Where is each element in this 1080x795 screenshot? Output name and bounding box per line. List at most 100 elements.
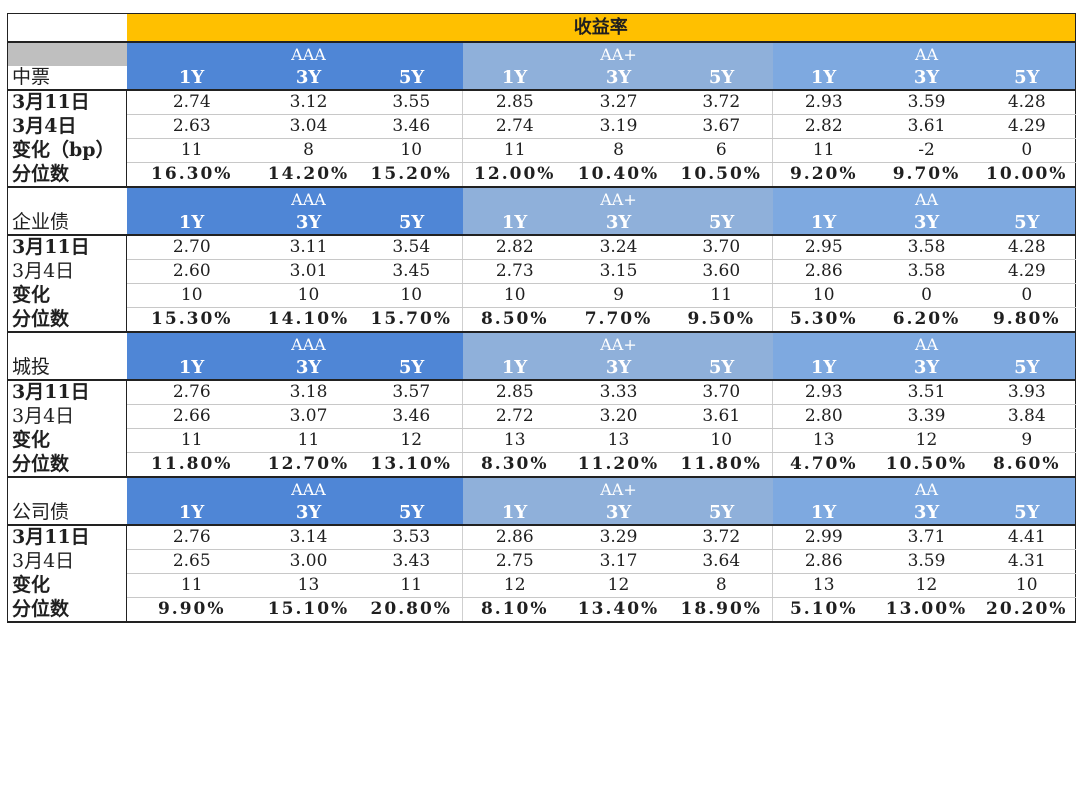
table-cell: 2.85 xyxy=(462,89,567,115)
rating-header-cell xyxy=(978,331,1076,356)
table-cell: 8.60% xyxy=(978,452,1076,478)
row-label: 3月11日 xyxy=(7,89,127,115)
table-cell: 4.70% xyxy=(772,452,875,478)
table-cell: 10.40% xyxy=(566,162,671,188)
table-cell: 3.71 xyxy=(874,524,979,550)
table-cell: 8 xyxy=(670,573,773,598)
table-cell: 3.72 xyxy=(670,89,773,115)
table-cell: 3.84 xyxy=(978,404,1076,429)
table-cell: 11 xyxy=(126,428,257,453)
table-cell: 10.00% xyxy=(978,162,1076,188)
table-cell: 15.70% xyxy=(360,307,463,333)
table-row: 3月4日 2.66 3.07 3.46 2.72 3.20 3.61 2.80 3.39 3.84 xyxy=(7,404,1076,429)
table-cell: 7.70% xyxy=(566,307,671,333)
table-cell: 6 xyxy=(670,138,773,163)
row-label: 变化 xyxy=(7,283,127,308)
rating-header-cell xyxy=(772,186,875,211)
rating-header-row: AAA AA+ AA xyxy=(7,476,1076,501)
table-cell: 10 xyxy=(978,573,1076,598)
rating-header-row: AAA AA+ AA xyxy=(7,331,1076,356)
table-row: 3月11日 2.74 3.12 3.55 2.85 3.27 3.72 2.93 3.59 4.2… xyxy=(7,89,1076,115)
section-label: 城投 xyxy=(7,356,127,380)
rating-header-cell xyxy=(462,186,567,211)
rating-header-row: AAA AA+ AA xyxy=(7,41,1076,66)
row-label: 变化 xyxy=(7,428,127,453)
table-cell: 0 xyxy=(978,138,1076,163)
yield-table-body: 收益率 AAA AA+ AA 中票 1Y 3Y 5Y 1Y 3Y 5Y 1Y 3Y 5Y 3月11日 2.7… xyxy=(7,13,1076,623)
table-cell: 2.86 xyxy=(772,259,875,284)
tenor-header-cell: 5Y xyxy=(670,501,773,525)
section-header-blank xyxy=(7,331,127,356)
corner-cell xyxy=(7,13,127,42)
table-cell: 2.95 xyxy=(772,234,875,260)
table-row: 分位数 9.90% 15.10% 20.80% 8.10% 13.40% 18.90% 5.1… xyxy=(7,597,1076,623)
row-label: 3月11日 xyxy=(7,234,127,260)
table-cell: -2 xyxy=(874,138,979,163)
table-cell: 11.80% xyxy=(126,452,257,478)
tenor-header-cell: 1Y xyxy=(462,66,567,90)
table-cell: 3.46 xyxy=(360,114,463,139)
table-cell: 11 xyxy=(256,428,361,453)
rating-header-cell xyxy=(978,186,1076,211)
table-row: 分位数 16.30% 14.20% 15.20% 12.00% 10.40% 10.50% 9… xyxy=(7,162,1076,188)
table-cell: 2.93 xyxy=(772,379,875,405)
tenor-header-row: 企业债 1Y 3Y 5Y 1Y 3Y 5Y 1Y 3Y 5Y xyxy=(7,211,1076,235)
table-cell: 10 xyxy=(360,138,463,163)
row-label: 分位数 xyxy=(7,597,127,623)
table-cell: 0 xyxy=(874,283,979,308)
rating-header-cell: AA xyxy=(874,476,979,501)
table-cell: 3.70 xyxy=(670,379,773,405)
table-cell: 11 xyxy=(772,138,875,163)
table-row: 变化 11 13 11 12 12 8 13 12 10 xyxy=(7,573,1076,598)
table-row: 3月4日 2.65 3.00 3.43 2.75 3.17 3.64 2.86 3.59 4.31 xyxy=(7,549,1076,574)
table-cell: 2.85 xyxy=(462,379,567,405)
table-cell: 15.30% xyxy=(126,307,257,333)
rating-header-cell: AA xyxy=(874,331,979,356)
table-cell: 8 xyxy=(566,138,671,163)
tenor-header-cell: 5Y xyxy=(670,211,773,235)
table-cell: 20.80% xyxy=(360,597,463,623)
table-title: 收益率 xyxy=(126,13,1076,42)
tenor-header-cell: 5Y xyxy=(670,356,773,380)
table-cell: 3.45 xyxy=(360,259,463,284)
table-cell: 12 xyxy=(462,573,567,598)
table-cell: 10 xyxy=(670,428,773,453)
table-cell: 3.14 xyxy=(256,524,361,550)
rating-header-cell: AAA xyxy=(256,186,361,211)
table-cell: 3.72 xyxy=(670,524,773,550)
tenor-header-cell: 5Y xyxy=(360,356,463,380)
rating-header-cell: AA+ xyxy=(566,476,671,501)
table-cell: 4.28 xyxy=(978,234,1076,260)
table-cell: 3.58 xyxy=(874,234,979,260)
table-cell: 2.72 xyxy=(462,404,567,429)
table-cell: 10 xyxy=(256,283,361,308)
table-cell: 3.04 xyxy=(256,114,361,139)
tenor-header-cell: 1Y xyxy=(126,356,257,380)
table-cell: 14.10% xyxy=(256,307,361,333)
section-label: 公司债 xyxy=(7,501,127,525)
table-cell: 14.20% xyxy=(256,162,361,188)
rating-header-cell xyxy=(462,41,567,66)
table-cell: 3.59 xyxy=(874,549,979,574)
table-cell: 9.50% xyxy=(670,307,773,333)
rating-header-cell xyxy=(126,186,257,211)
table-cell: 10 xyxy=(772,283,875,308)
tenor-header-cell: 5Y xyxy=(978,211,1076,235)
table-cell: 15.10% xyxy=(256,597,361,623)
tenor-header-cell: 3Y xyxy=(256,356,361,380)
table-cell: 10 xyxy=(126,283,257,308)
rating-header-cell: AAA xyxy=(256,331,361,356)
rating-header-cell xyxy=(772,41,875,66)
rating-header-cell: AAA xyxy=(256,41,361,66)
tenor-header-cell: 5Y xyxy=(978,356,1076,380)
rating-header-cell: AAA xyxy=(256,476,361,501)
tenor-header-cell: 5Y xyxy=(670,66,773,90)
table-cell: 12.70% xyxy=(256,452,361,478)
table-cell: 3.54 xyxy=(360,234,463,260)
table-cell: 3.60 xyxy=(670,259,773,284)
rating-header-cell xyxy=(772,331,875,356)
row-label: 分位数 xyxy=(7,307,127,333)
table-cell: 13.00% xyxy=(874,597,979,623)
rating-header-cell: AA+ xyxy=(566,186,671,211)
tenor-header-cell: 5Y xyxy=(360,211,463,235)
